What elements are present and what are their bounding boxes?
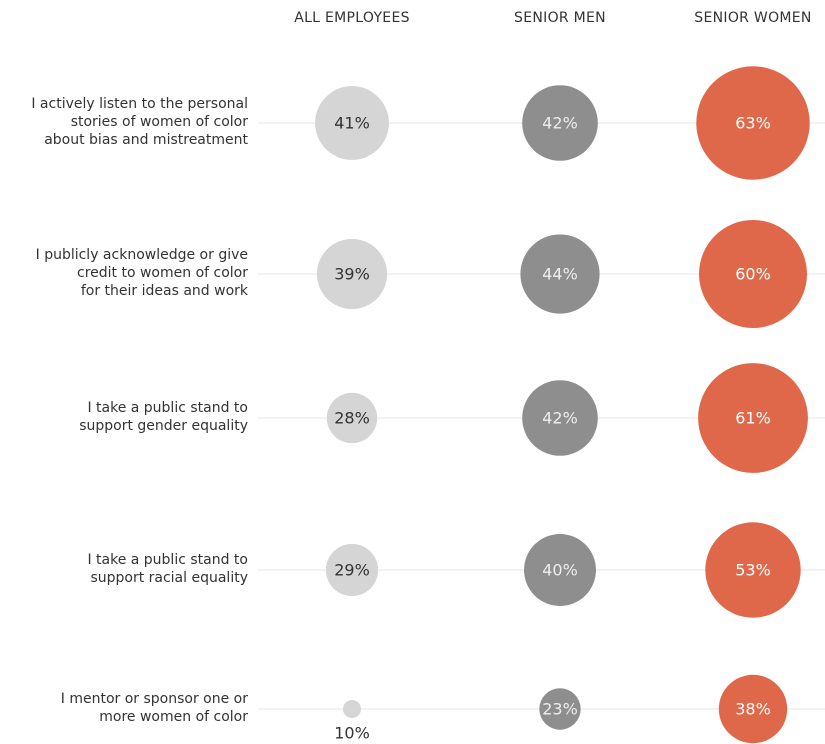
value-label: 23%: [542, 700, 578, 719]
value-label: 44%: [542, 265, 578, 284]
bubble: [316, 238, 388, 310]
row-label: I publicly acknowledge or give credit to…: [35, 247, 248, 299]
bubble: [718, 674, 788, 744]
row-label: I mentor or sponsor one or more women of…: [60, 691, 248, 725]
value-label: 61%: [735, 409, 771, 428]
value-label: 39%: [334, 265, 370, 284]
column-header: ALL EMPLOYEES: [294, 10, 410, 26]
bubble: [539, 688, 581, 730]
value-label: 29%: [334, 561, 370, 580]
value-label: 38%: [735, 700, 771, 719]
bubble: [522, 85, 598, 161]
value-label: 53%: [735, 561, 771, 580]
row-label: I take a public stand to support racial …: [87, 552, 248, 586]
bubble: [343, 700, 361, 718]
value-label: 60%: [735, 265, 771, 284]
value-label: 40%: [542, 561, 578, 580]
column-header: SENIOR WOMEN: [694, 10, 811, 26]
column-header: SENIOR MEN: [514, 10, 606, 26]
bubble: [696, 66, 810, 180]
value-label: 42%: [542, 114, 578, 133]
value-label: 10%: [334, 724, 370, 743]
bubble: [325, 543, 379, 597]
bubble: [326, 392, 378, 444]
value-label: 63%: [735, 114, 771, 133]
value-label: 41%: [334, 114, 370, 133]
bubble: [524, 534, 596, 606]
bubble: [698, 363, 808, 473]
row-label: I take a public stand to support gender …: [79, 400, 248, 434]
bubble: [520, 234, 600, 314]
bubble: [315, 86, 389, 160]
value-label: 42%: [542, 409, 578, 428]
value-label: 28%: [334, 409, 370, 428]
row-label: I actively listen to the personal storie…: [31, 96, 248, 148]
bubble: [705, 522, 801, 618]
bubble: [522, 380, 598, 456]
bubble: [699, 220, 807, 328]
